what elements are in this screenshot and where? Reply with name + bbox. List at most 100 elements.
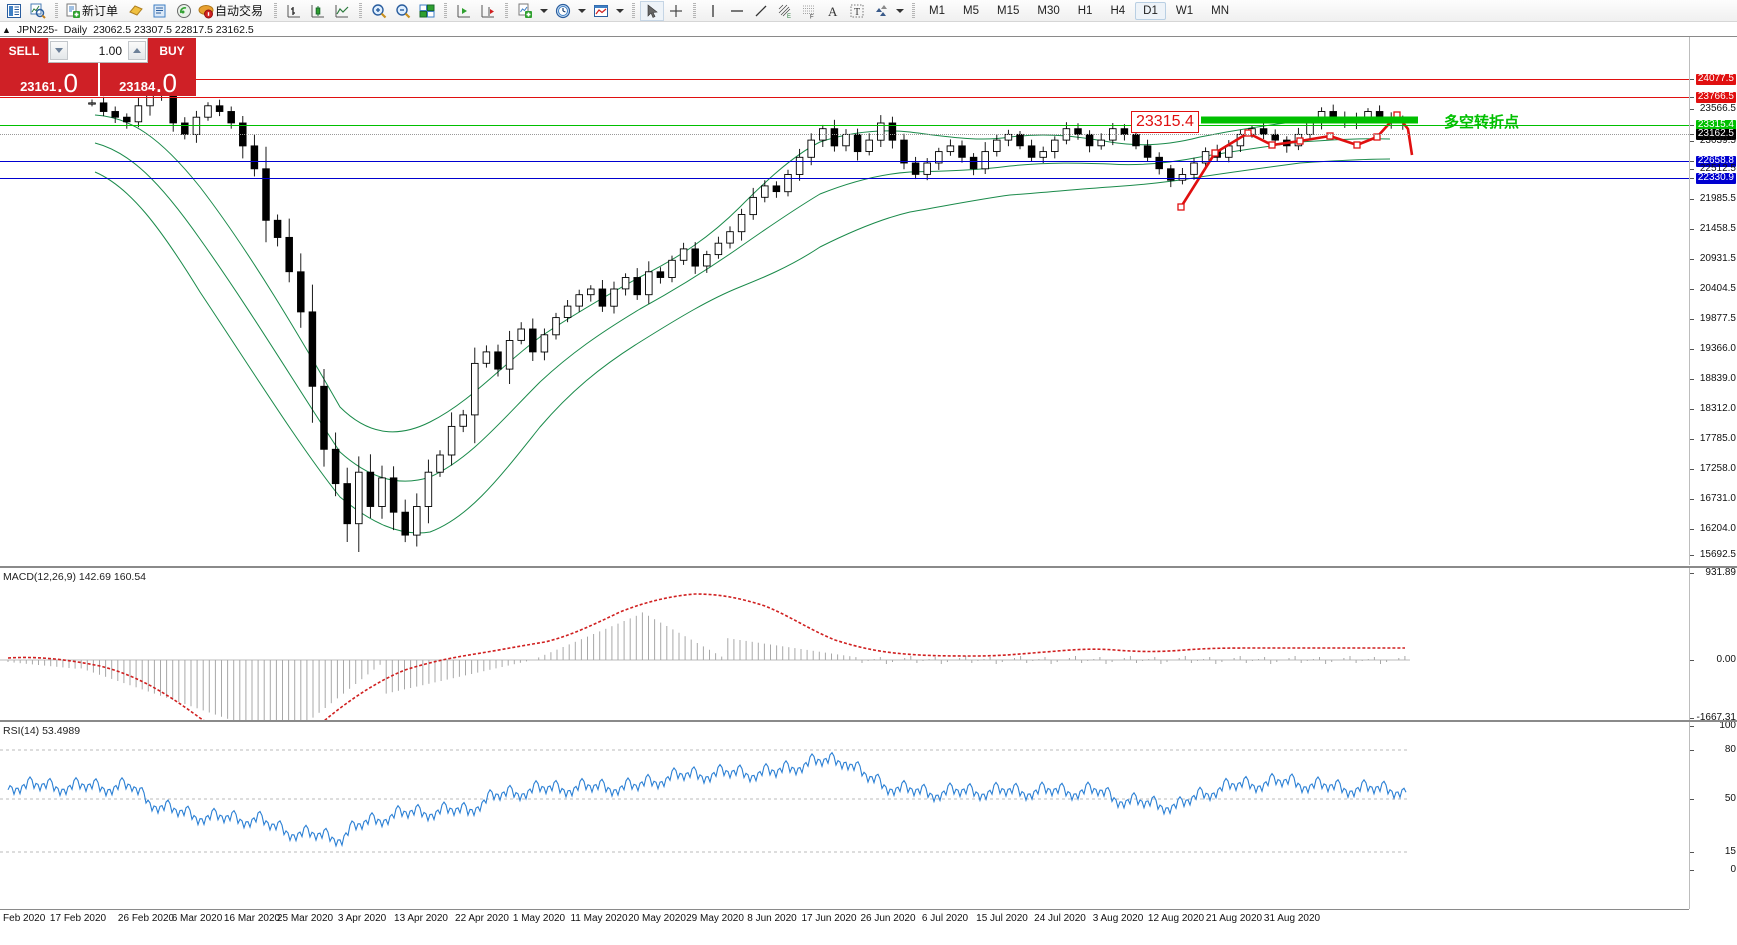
price-axis-label: 15692.5 (1699, 549, 1736, 560)
chart-scroll-handle[interactable] (1304, 37, 1314, 39)
price-axis-label: 19877.5 (1699, 313, 1736, 324)
zoom-in-icon[interactable] (367, 1, 391, 21)
cursor-icon[interactable] (640, 0, 665, 21)
timeframe-d1[interactable]: D1 (1135, 1, 1166, 20)
equidistant-channel-icon[interactable]: E (773, 1, 797, 21)
macd-signal-line (7, 593, 1405, 720)
symbol-collapse-icon[interactable]: ▲ (2, 24, 11, 35)
sell-price-decimal: .0 (56, 68, 78, 98)
hline-23766[interactable] (0, 97, 1689, 98)
rsi-axis-tick (1690, 870, 1694, 871)
volume-decrease-button[interactable] (50, 41, 68, 60)
rsi-axis-tick (1690, 750, 1694, 751)
timeframe-h1[interactable]: H1 (1077, 4, 1093, 17)
price-axis-tick (1690, 555, 1694, 556)
price-axis-label: 23566.5 (1699, 103, 1736, 114)
price-annotation-box[interactable]: 23315.4 (1131, 111, 1199, 133)
rsi-axis-label: 100 (1719, 720, 1736, 731)
timeframe-m1[interactable]: M1 (929, 4, 946, 17)
terminal-icon[interactable] (148, 1, 172, 21)
auto-scroll-icon[interactable] (476, 1, 500, 21)
price-axis-tick (1690, 109, 1694, 110)
trendline-icon[interactable] (749, 1, 773, 21)
auto-trading-button[interactable]: 自动交易 (196, 1, 269, 21)
symbol-name: JPN225- (16, 23, 58, 36)
buy-button[interactable]: BUY (148, 38, 196, 63)
price-axis-tick (1690, 409, 1694, 410)
new-order-button[interactable]: 新订单 (63, 1, 124, 21)
templates-dropdown-icon[interactable] (616, 8, 625, 13)
market-watch-icon[interactable] (2, 1, 26, 21)
price-axis-tick (1690, 289, 1694, 290)
bar-chart-icon[interactable] (282, 1, 306, 21)
hline-current-price (0, 134, 1689, 135)
timeframe-h4[interactable]: H4 (1110, 4, 1126, 17)
price-axis-tick (1690, 259, 1694, 260)
macd-pane[interactable]: MACD(12,26,9) 142.69 160.54 931.89 0.00 -1… (0, 566, 1737, 720)
reversal-note-text[interactable]: 多空转折点 (1444, 114, 1520, 131)
toolbar-separator-8 (910, 2, 917, 20)
candlestick-chart-icon[interactable] (306, 1, 330, 21)
timeframe-w1[interactable]: W1 (1175, 4, 1194, 17)
rsi-axis-tick (1690, 726, 1694, 727)
timeframe-mn[interactable]: MN (1211, 4, 1229, 17)
volume-stepper[interactable]: 1.00 (48, 38, 148, 63)
sell-price[interactable]: 23161.0 (0, 63, 98, 96)
rsi-axis-tick (1690, 799, 1694, 800)
oct-controls-row: SELL 1.00 BUY (0, 38, 196, 63)
new-order-label: 新订单 (82, 4, 119, 18)
oct-price-row: 23161.0 23184.0 (0, 63, 196, 96)
price-axis-tick (1690, 141, 1694, 142)
time-axis-label: 15 Jul 2020 (976, 913, 1028, 924)
timeframe-m15[interactable]: M15 (997, 4, 1020, 17)
period-clock-icon[interactable] (551, 1, 575, 21)
price-level-badge: 23315.4 (1695, 119, 1736, 131)
time-axis-label: 1 May 2020 (512, 913, 566, 924)
volume-increase-button[interactable] (128, 41, 146, 60)
text-box-icon[interactable]: T (845, 1, 869, 21)
macd-axis[interactable]: 931.89 0.00 -1667.31 (1689, 568, 1737, 720)
hline-22658[interactable] (0, 161, 1689, 162)
rsi-axis[interactable]: 100 80 50 15 0 (1689, 722, 1737, 909)
zoom-out-icon[interactable] (391, 1, 415, 21)
add-indicator-icon[interactable] (513, 1, 537, 21)
fibonacci-icon[interactable]: F (797, 1, 821, 21)
vertical-line-icon[interactable] (701, 1, 725, 21)
price-axis-label: 20404.5 (1699, 283, 1736, 294)
arrows-icon[interactable] (869, 1, 893, 21)
signals-icon[interactable] (172, 1, 196, 21)
text-label-icon[interactable]: A (821, 1, 845, 21)
rsi-axis-tick (1690, 852, 1694, 853)
crosshair-icon[interactable] (664, 1, 688, 21)
macd-axis-label: -1667.31 (1696, 712, 1736, 721)
volume-value[interactable]: 1.00 (98, 43, 122, 58)
arrows-dropdown-icon[interactable] (896, 8, 905, 13)
hline-23315[interactable] (0, 125, 1689, 126)
templates-icon[interactable] (589, 1, 613, 21)
horizontal-line-icon[interactable] (725, 1, 749, 21)
timeframe-m5[interactable]: M5 (963, 4, 979, 17)
svg-text:E: E (787, 14, 791, 19)
data-window-icon[interactable] (26, 1, 50, 21)
shift-end-icon[interactable] (452, 1, 476, 21)
macd-axis-label: 931.89 (1705, 567, 1736, 578)
buy-price[interactable]: 23184.0 (98, 63, 196, 96)
period-dropdown-icon[interactable] (578, 8, 587, 13)
hline-24077[interactable] (0, 79, 1689, 80)
line-chart-icon[interactable] (330, 1, 354, 21)
hline-22330[interactable] (0, 178, 1689, 179)
timeframe-m30[interactable]: M30 (1037, 4, 1060, 17)
toolbar-separator (53, 2, 60, 20)
sell-button[interactable]: SELL (0, 38, 48, 63)
price-axis[interactable]: 24077.5 23766.5 23566.5 23315.4 23162.5 23039… (1689, 37, 1737, 565)
price-axis-tick (1690, 379, 1694, 380)
expert-advisor-icon[interactable] (124, 1, 148, 21)
add-indicator-dropdown-icon[interactable] (540, 8, 549, 13)
tile-windows-icon[interactable] (415, 1, 439, 21)
time-axis-label: 3 Aug 2020 (1092, 913, 1144, 924)
price-axis-tick (1690, 439, 1694, 440)
price-level-badge: 23766.5 (1695, 91, 1736, 103)
price-chart-pane[interactable]: 23315.4 多空转折点 24077.5 23766.5 23566.5 23315… (0, 36, 1737, 566)
